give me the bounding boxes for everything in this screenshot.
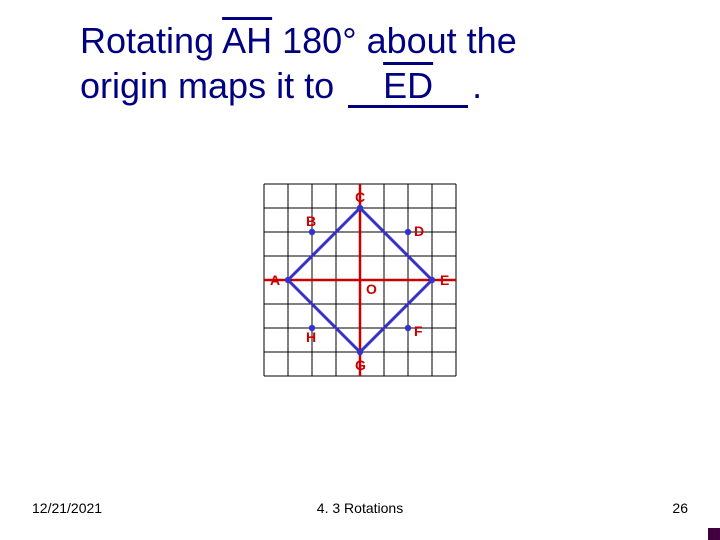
point-label-e: E: [440, 272, 449, 288]
point-label-h: H: [306, 329, 316, 345]
title-pre: Rotating: [80, 20, 222, 61]
footer-title: 4. 3 Rotations: [317, 500, 403, 516]
point-label-b: B: [306, 213, 316, 229]
title-line2-prefix: origin maps it to: [80, 65, 344, 106]
title-line2-period: .: [472, 65, 482, 106]
blank-answer-wrap: ED: [344, 63, 472, 108]
point-label-g: G: [355, 357, 366, 373]
point-label-a: A: [270, 272, 280, 288]
title-line-1: Rotating AH 180° about the: [80, 18, 640, 63]
point-label-d: D: [414, 223, 424, 239]
title-line-2: origin maps it to ED.: [80, 63, 640, 108]
title-post: 180° about the: [272, 20, 517, 61]
footer-date: 12/21/2021: [32, 500, 102, 516]
point-label-f: F: [414, 323, 423, 339]
point-label-c: C: [355, 189, 365, 205]
corner-accent: [708, 528, 720, 540]
footer-page: 26: [672, 500, 688, 516]
diagram-svg: A B C D E F G H O: [250, 170, 470, 390]
blank-answer: ED: [383, 63, 433, 108]
segment-ah: AH: [222, 20, 272, 61]
title-block: Rotating AH 180° about the origin maps i…: [80, 18, 640, 108]
origin-label: O: [366, 281, 377, 297]
diagram: A B C D E F G H O: [250, 170, 470, 390]
